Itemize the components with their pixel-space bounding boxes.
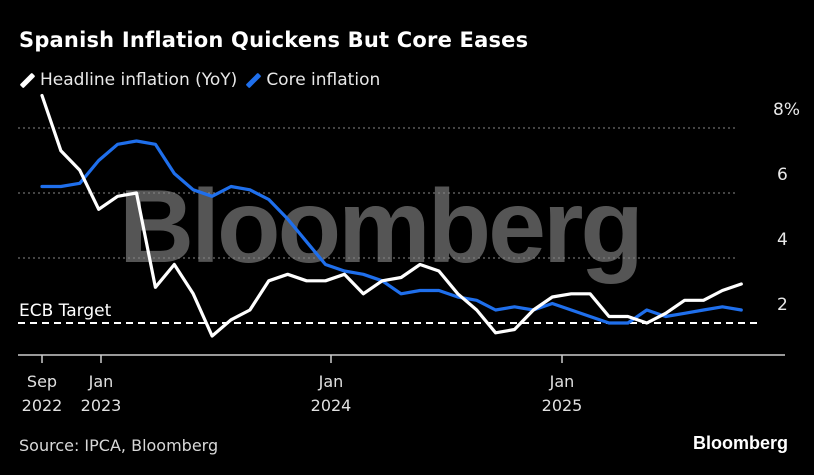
watermark: Bloomberg: [119, 169, 641, 285]
core-inflation-line: [40, 139, 743, 325]
ecb-target-label: ECB Target: [19, 301, 112, 321]
x-tick-label-month: Jan: [549, 372, 575, 391]
source-note: Source: IPCA, Bloomberg: [19, 436, 219, 455]
y-tick-label: 4: [777, 230, 788, 250]
x-tick-label-year: 2024: [311, 396, 352, 415]
legend-item-headline: Headline inflation (YoY): [19, 70, 237, 90]
x-tick-label-month: Sep: [27, 372, 57, 391]
brand-logo: Bloomberg: [692, 433, 788, 453]
legend-label-core: Core inflation: [266, 70, 381, 90]
y-tick-label: 2: [777, 295, 788, 315]
y-tick-label: 8%: [773, 100, 800, 120]
legend: Headline inflation (YoY) Core inflation: [19, 70, 388, 90]
x-tick-label-year: 2023: [81, 396, 122, 415]
x-tick-label-year: 2025: [542, 396, 583, 415]
x-tick-label-month: Jan: [88, 372, 114, 391]
x-tick-label-year: 2022: [22, 396, 63, 415]
legend-label-headline: Headline inflation (YoY): [40, 70, 238, 90]
chart-title: Spanish Inflation Quickens But Core Ease…: [19, 28, 529, 52]
legend-item-core: Core inflation: [245, 70, 380, 90]
headline-inflation-line: [40, 93, 743, 338]
x-tick-label-month: Jan: [318, 372, 344, 391]
y-tick-label: 6: [777, 165, 788, 185]
